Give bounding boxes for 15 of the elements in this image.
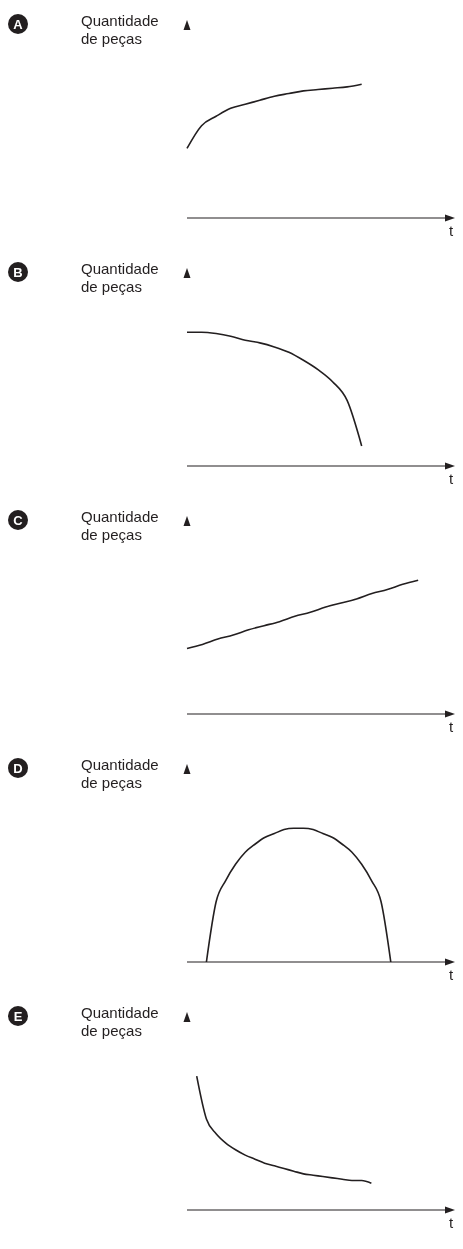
x-axis-title: t: [448, 470, 454, 487]
x-axis-title: t: [448, 966, 454, 983]
text: E: [13, 1008, 23, 1024]
y-axis-title: Quantidade de peças: [81, 508, 159, 543]
text: D: [13, 760, 23, 776]
x-axis-title: t: [448, 222, 454, 239]
text: C: [13, 512, 24, 528]
text: A: [13, 16, 24, 32]
y-axis-title: Quantidade de peças: [81, 756, 159, 791]
y-axis-title: Quantidade de peças: [81, 1004, 159, 1039]
text: B: [13, 264, 23, 280]
y-axis-title: Quantidade de peças: [81, 12, 159, 47]
x-axis-title: t: [448, 718, 454, 735]
x-axis-title: t: [448, 1214, 454, 1231]
y-axis-title: Quantidade de peças: [81, 260, 159, 295]
